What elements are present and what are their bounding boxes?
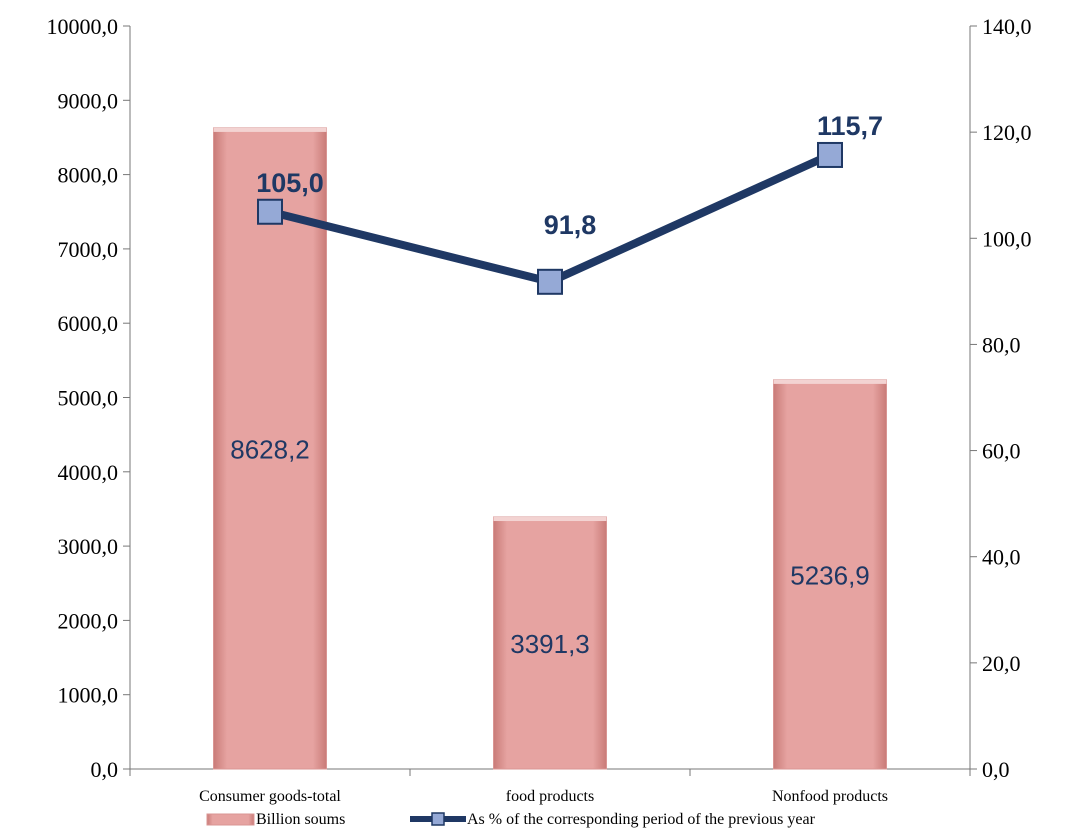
line-value-label: 105,0 — [256, 168, 324, 198]
left-tick-label: 7000,0 — [58, 237, 119, 262]
legend-line-marker — [431, 812, 445, 826]
left-tick-label: 6000,0 — [58, 311, 119, 336]
line-marker — [537, 268, 563, 295]
line-marker — [817, 141, 843, 168]
right-tick-label: 120,0 — [982, 120, 1032, 145]
bar-top-highlight — [493, 517, 607, 522]
legend-bar-label: Billion soums — [256, 811, 345, 828]
left-tick-label: 9000,0 — [58, 88, 119, 113]
legend-line-label: As % of the corresponding period of the … — [467, 811, 816, 828]
bar — [213, 127, 327, 770]
left-tick-label: 2000,0 — [58, 608, 119, 633]
category-label: Consumer goods-total — [199, 788, 341, 805]
right-tick-label: 140,0 — [982, 14, 1032, 39]
line-value-label: 91,8 — [544, 210, 597, 240]
bar — [773, 379, 887, 770]
bar-value-label: 3391,3 — [510, 629, 590, 659]
bar — [493, 516, 607, 770]
right-tick-label: 100,0 — [982, 226, 1032, 251]
right-tick-label: 80,0 — [982, 332, 1021, 357]
left-tick-label: 0,0 — [91, 757, 119, 782]
bar-top-highlight — [773, 379, 887, 384]
bar-top-highlight — [213, 127, 327, 132]
category-label: food products — [506, 788, 594, 805]
left-tick-label: 3000,0 — [58, 534, 119, 559]
category-label: Nonfood products — [772, 788, 888, 805]
bar-value-label: 5236,9 — [790, 560, 870, 590]
left-tick-label: 8000,0 — [58, 163, 119, 188]
line-marker — [257, 198, 283, 225]
right-tick-label: 40,0 — [982, 545, 1021, 570]
right-tick-label: 20,0 — [982, 651, 1021, 676]
legend-bar-swatch — [206, 813, 255, 826]
left-tick-label: 5000,0 — [58, 386, 119, 411]
right-tick-label: 0,0 — [982, 757, 1010, 782]
left-tick-label: 10000,0 — [47, 14, 119, 39]
line-value-label: 115,7 — [817, 111, 883, 141]
left-tick-label: 1000,0 — [58, 683, 119, 708]
right-tick-label: 60,0 — [982, 439, 1021, 464]
left-tick-label: 4000,0 — [58, 460, 119, 485]
bar-value-label: 8628,2 — [230, 434, 310, 464]
